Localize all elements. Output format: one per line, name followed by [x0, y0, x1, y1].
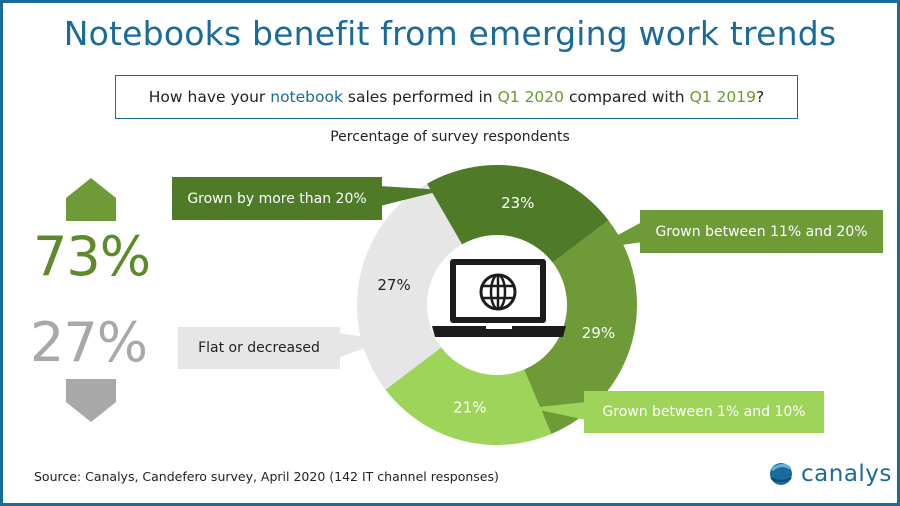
question-product: notebook	[270, 88, 343, 106]
flat-decreased-total-percent: 27%	[30, 311, 148, 374]
donut-slices	[356, 165, 638, 445]
chart-subtitle: Percentage of survey respondents	[330, 129, 570, 145]
donut-slice-2	[385, 347, 552, 445]
logo-text: canalys	[801, 461, 892, 487]
laptop-globe-icon	[432, 259, 566, 337]
callout-pointer-11-20	[590, 222, 642, 250]
slice-label-0: 23%	[501, 194, 534, 212]
slide-title: Notebooks benefit from emerging work tre…	[63, 14, 837, 53]
slice-labels: 23% 29% 21% 27%	[377, 194, 615, 416]
callout-grown-11-20: Grown between 11% and 20%	[640, 210, 883, 253]
up-arrow-icon	[66, 178, 116, 221]
callout-flat-or-decreased: Flat or decreased	[178, 327, 340, 369]
callout-pointer-over-20	[380, 186, 444, 206]
donut-slice-3	[356, 183, 462, 390]
callout-pointer-flat	[338, 333, 386, 358]
question-period-current: Q1 2020	[497, 88, 565, 106]
source-note: Source: Canalys, Candefero survey, April…	[34, 469, 499, 484]
callout-pointer-1-10	[530, 402, 586, 420]
survey-question: How have your notebook sales performed i…	[115, 75, 798, 119]
slice-label-2: 21%	[453, 398, 486, 416]
donut-slice-0	[427, 165, 609, 263]
callout-grown-1-10: Grown between 1% and 10%	[584, 391, 824, 433]
canalys-globe-icon	[770, 463, 792, 485]
slice-label-3: 27%	[377, 276, 410, 294]
question-middle: sales performed in	[347, 88, 493, 106]
question-period-previous: Q1 2019	[689, 88, 756, 106]
down-arrow-icon	[66, 379, 116, 422]
grown-total-percent: 73%	[33, 225, 151, 288]
slice-label-1: 29%	[582, 324, 615, 342]
question-suffix: ?	[756, 88, 765, 106]
question-prefix: How have your	[148, 88, 266, 106]
donut-slice-1	[524, 220, 638, 435]
callout-grown-over-20: Grown by more than 20%	[172, 177, 382, 220]
question-comparison: compared with	[568, 88, 685, 106]
canalys-logo: canalys	[766, 459, 892, 489]
